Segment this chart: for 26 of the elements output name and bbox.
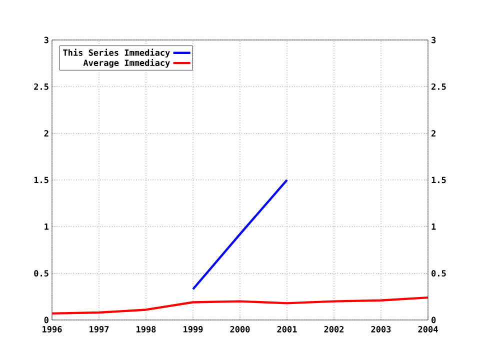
y2-tick-label: 3 (432, 36, 436, 44)
y2-tick-label: 2 (431, 130, 436, 136)
y-tick-label: 3 (44, 36, 48, 44)
y2-tick-label: 0 (432, 316, 436, 324)
y-tick-label: 0.5 (34, 270, 48, 277)
x-tick-label: 1998 (136, 326, 156, 332)
x-tick-label: 2003 (371, 326, 391, 332)
y2-tick-label: 2.5 (431, 83, 446, 90)
x-tick-label: 2001 (277, 326, 297, 332)
legend-label: This Series Immediacy (63, 48, 170, 58)
legend-label: Average Immediacy (83, 58, 170, 68)
x-tick-label: 2000 (230, 326, 250, 332)
y2-tick-label: 1.5 (432, 176, 446, 184)
x-tick-label: 2004 (418, 326, 438, 332)
y-tick-label: 2 (44, 130, 48, 136)
x-tick-label: 2002 (324, 326, 344, 332)
y-tick-label: 0 (44, 316, 48, 324)
x-tick-label: 1996 (42, 326, 62, 332)
x-tick-label: 1999 (184, 326, 203, 332)
y-tick-label: 1 (44, 224, 49, 230)
y-tick-label: 1.5 (34, 176, 48, 184)
y2-tick-label: 0.5 (432, 270, 446, 277)
y2-tick-label: 1 (432, 224, 436, 230)
x-tick-label: 1997 (90, 326, 109, 332)
line-series (52, 296, 428, 315)
y-tick-label: 2.5 (34, 83, 48, 90)
